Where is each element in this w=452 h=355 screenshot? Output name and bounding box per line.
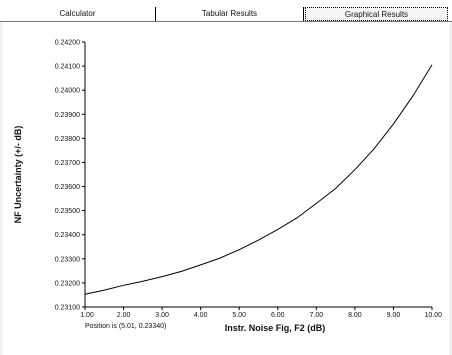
y-tick-label: 0.23700 [55,160,80,167]
y-tick-label: 0.23800 [55,136,80,143]
y-tick-label: 0.23900 [55,112,80,119]
panel-edge-left [0,22,3,355]
x-tick-label: 5.00 [232,312,246,319]
y-tick-label: 0.23600 [55,184,80,191]
x-tick-label: 6.00 [271,312,285,319]
y-tick-label: 0.23300 [55,256,80,263]
graph-panel [0,22,452,355]
y-tick-label: 0.24200 [55,40,80,47]
y-tick-label: 0.23100 [55,305,80,312]
y-tick-label: 0.23400 [55,232,80,239]
series-line [84,64,433,295]
y-tick-label: 0.24100 [55,64,80,71]
x-tick-label: 10.00 [424,312,442,319]
cursor-position-readout: Position is (5.01, 0.23340) [85,323,167,330]
x-tick-label: 9.00 [387,312,401,319]
tab-tabular-results[interactable]: Tabular Results [156,7,304,21]
x-axis-title: Instr. Noise Fig, F2 (dB) [225,323,326,333]
panel-edge-right [449,22,452,355]
x-tick-label: 4.00 [194,312,208,319]
y-tick-label: 0.23500 [55,208,80,215]
x-tick-label: 3.00 [155,312,169,319]
tab-divider [0,21,452,22]
tab-graphical-results[interactable]: Graphical Results [305,7,448,21]
y-tick-label: 0.24000 [55,88,80,95]
x-tick-label: 8.00 [348,312,362,319]
y-tick-label: 0.23200 [55,280,80,287]
x-tick-label: 1.00 [80,312,94,319]
tab-bar: Calculator Tabular Results Graphical Res… [0,0,452,22]
tab-calculator[interactable]: Calculator [0,7,156,21]
y-axis-title: NF Uncertainty (+/- dB) [13,126,23,224]
x-tick-label: 2.00 [117,312,131,319]
x-tick-label: 7.00 [310,312,324,319]
